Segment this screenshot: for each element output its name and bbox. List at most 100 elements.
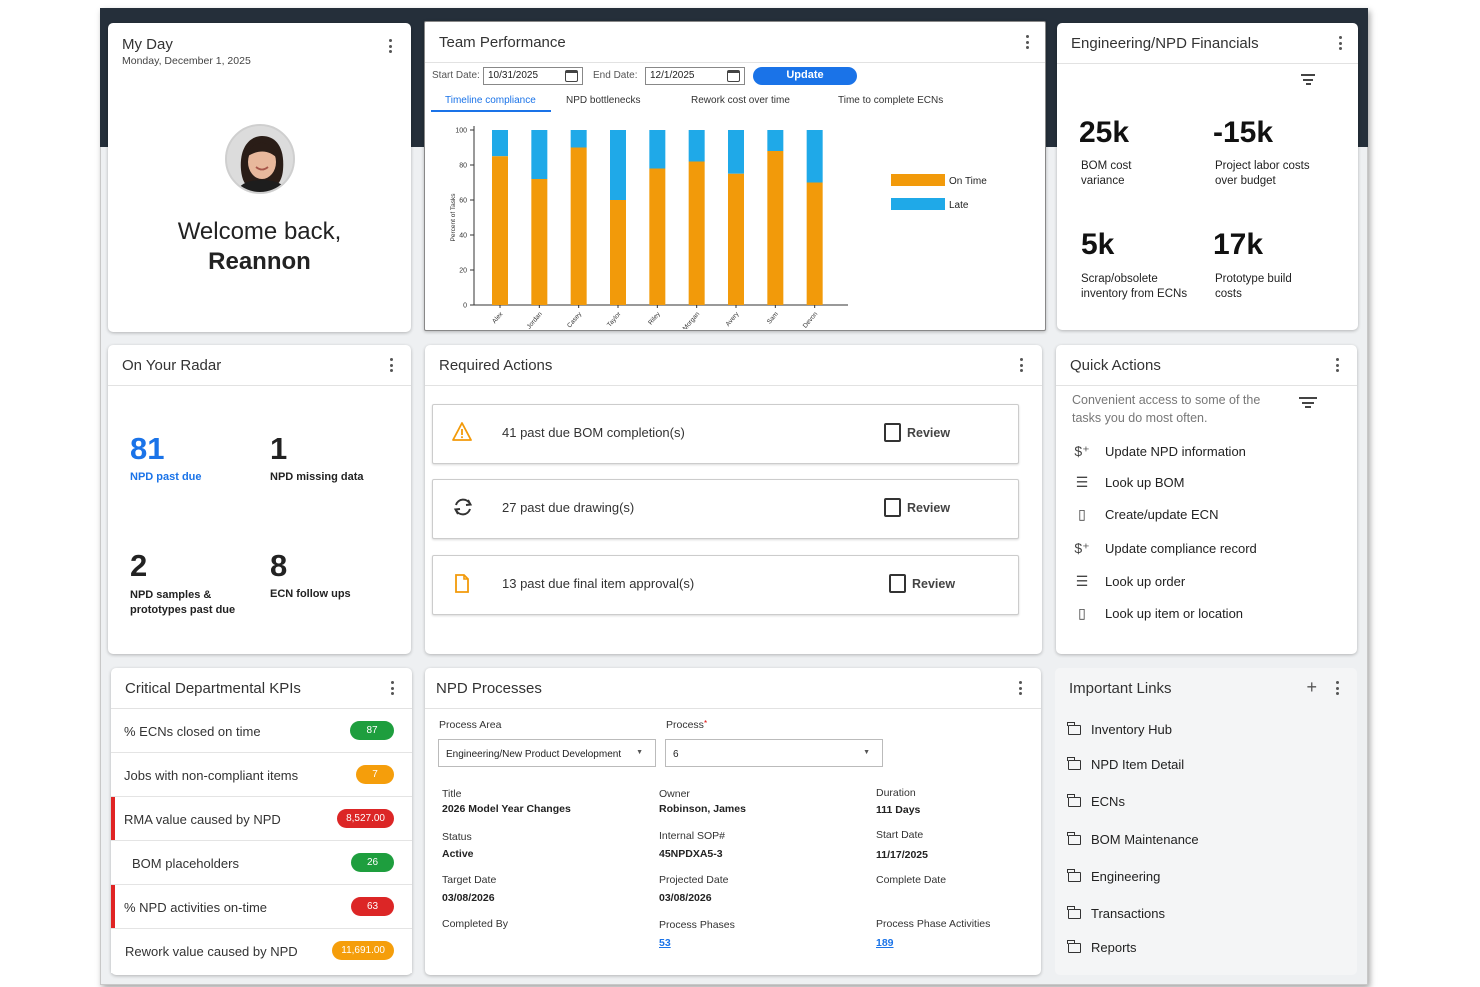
quick-action-lookup-order[interactable]: ☰ Look up order	[1070, 573, 1186, 590]
review-button[interactable]: Review	[889, 574, 955, 593]
team-performance-card: Team Performance Start Date: 10/31/2025 …	[424, 21, 1046, 331]
bar-on-time	[806, 182, 823, 305]
kpi-row-ecns-closed[interactable]: % ECNs closed on time 87	[111, 709, 412, 753]
npd-menu-icon[interactable]	[1018, 681, 1022, 695]
quick-action-lookup-bom[interactable]: ☰ Look up BOM	[1070, 474, 1185, 491]
dropdown-caret-icon: ▼	[863, 749, 870, 756]
phase-activities-link[interactable]: 189	[876, 937, 894, 949]
financials-menu-icon[interactable]	[1338, 36, 1342, 50]
process-select[interactable]: 6 ▼	[665, 739, 883, 767]
team-performance-header: Team Performance	[425, 22, 1045, 63]
tab-active-underline	[431, 110, 551, 112]
phase-activities-label: Process Phase Activities	[876, 918, 991, 930]
clipboard-icon: ▯	[1078, 506, 1086, 522]
links-menu-icon[interactable]	[1335, 681, 1339, 695]
kpi-menu-icon[interactable]	[390, 681, 394, 695]
bar-on-time	[649, 168, 666, 305]
quick-action-lookup-item[interactable]: ▯ Look up item or location	[1070, 605, 1243, 622]
kpi-row-rma-value[interactable]: RMA value caused by NPD 8,527.00	[111, 797, 412, 841]
kpi-label: BOM placeholders	[132, 856, 239, 871]
bar-on-time	[570, 147, 587, 305]
kpi-label: % NPD activities on-time	[124, 900, 268, 915]
tab-timeline-compliance[interactable]: Timeline compliance	[445, 95, 536, 106]
folder-icon	[1067, 939, 1081, 953]
tab-rework-cost[interactable]: Rework cost over time	[691, 95, 790, 106]
prototype-value: 17k	[1213, 228, 1264, 261]
action-final-approval: 13 past due final item approval(s) Revie…	[432, 555, 1019, 615]
important-links-card: Important Links +	[1055, 668, 1357, 975]
duration-value: 111 Days	[876, 804, 921, 816]
action-text: 41 past due BOM completion(s)	[502, 425, 685, 440]
scrap-value: 5k	[1081, 228, 1115, 261]
process-area-select[interactable]: Engineering/New Product Development ▼	[438, 739, 656, 767]
npd-samples-value: 2	[130, 548, 148, 583]
warning-icon	[452, 422, 472, 441]
radar-menu-icon[interactable]	[389, 358, 393, 372]
quick-action-update-npd[interactable]: $⁺ Update NPD information	[1070, 443, 1246, 460]
action-drawings: 27 past due drawing(s) Review	[432, 479, 1019, 539]
kpi-row-non-compliant[interactable]: Jobs with non-compliant items 7	[111, 753, 412, 797]
quick-action-update-compliance[interactable]: $⁺ Update compliance record	[1070, 540, 1256, 557]
start-date-label: Start Date	[876, 829, 924, 841]
required-actions-menu-icon[interactable]	[1019, 358, 1023, 372]
update-button[interactable]: Update	[753, 67, 857, 85]
welcome-text: Welcome back,	[177, 218, 342, 245]
link-transactions[interactable]: Transactions	[1067, 905, 1165, 921]
bom-variance-label-line2: variance	[1081, 175, 1125, 187]
review-button[interactable]: Review	[884, 423, 950, 442]
link-npd-item-detail[interactable]: NPD Item Detail	[1067, 756, 1184, 772]
x-tick-label: Morgan	[682, 310, 702, 329]
filter-icon[interactable]	[1301, 74, 1315, 85]
link-bom-maintenance[interactable]: BOM Maintenance	[1067, 831, 1199, 847]
tab-time-to-complete[interactable]: Time to complete ECNs	[838, 95, 944, 106]
sync-icon	[453, 498, 473, 516]
team-performance-menu-icon[interactable]	[1025, 35, 1029, 49]
kpi-row-npd-on-time[interactable]: % NPD activities on-time 63	[111, 885, 412, 929]
quick-action-label: Create/update ECN	[1105, 507, 1219, 522]
filter-icon[interactable]	[1299, 397, 1317, 408]
quick-actions-menu-icon[interactable]	[1335, 358, 1339, 372]
x-tick-label: Riley	[647, 310, 662, 326]
add-link-icon[interactable]: +	[1306, 677, 1317, 697]
y-tick-label: 60	[459, 198, 467, 205]
list-icon: ☰	[1075, 474, 1089, 490]
end-date-input[interactable]: 12/1/2025	[645, 67, 745, 85]
link-inventory-hub[interactable]: Inventory Hub	[1067, 721, 1172, 737]
npd-missing-data[interactable]: 1 NPD missing data	[270, 431, 364, 483]
x-tick-label: Casey	[566, 310, 584, 329]
review-button[interactable]: Review	[884, 498, 950, 517]
status-value: Active	[442, 848, 474, 860]
npd-past-due[interactable]: 81 NPD past due	[130, 431, 202, 483]
required-actions-header: Required Actions	[425, 345, 1042, 386]
link-label: Inventory Hub	[1091, 722, 1172, 737]
ecn-follow-ups[interactable]: 8 ECN follow ups	[270, 548, 351, 600]
quick-action-label: Update NPD information	[1105, 444, 1246, 459]
kpi-row-rework-value[interactable]: Rework value caused by NPD 11,691.00	[111, 929, 412, 973]
process-label-text: Process	[666, 719, 704, 731]
quick-actions-header: Quick Actions	[1056, 345, 1357, 386]
team-performance-title: Team Performance	[439, 33, 566, 51]
kpi-label: % ECNs closed on time	[124, 724, 261, 739]
link-reports[interactable]: Reports	[1067, 939, 1137, 955]
prototype-label: Prototype build costs	[1215, 272, 1292, 302]
calendar-icon[interactable]	[565, 70, 578, 82]
financials-card: Engineering/NPD Financials 25k BOM cost v…	[1057, 23, 1358, 330]
start-date-input[interactable]: 10/31/2025	[483, 67, 583, 85]
quick-action-create-ecn[interactable]: ▯ Create/update ECN	[1070, 506, 1218, 523]
labor-cost-label: Project labor costs over budget	[1215, 159, 1310, 189]
link-ecns[interactable]: ECNs	[1067, 793, 1125, 809]
x-tick-label: Avery	[725, 310, 741, 328]
x-tick-label: Jordan	[526, 310, 544, 329]
link-engineering[interactable]: Engineering	[1067, 868, 1160, 884]
calendar-icon[interactable]	[727, 70, 740, 82]
tab-npd-bottlenecks[interactable]: NPD bottlenecks	[566, 95, 641, 106]
legend-swatch	[891, 198, 945, 210]
kpi-row-bom-placeholders[interactable]: BOM placeholders 26	[111, 841, 412, 885]
npd-samples-past-due[interactable]: 2 NPD samples & prototypes past due	[130, 548, 235, 618]
action-text: 27 past due drawing(s)	[502, 500, 635, 515]
process-phases-link[interactable]: 53	[659, 937, 671, 949]
clipboard-icon: ▯	[1078, 605, 1086, 621]
complete-date-label: Complete Date	[876, 874, 947, 886]
my-day-menu-icon[interactable]	[388, 39, 392, 53]
review-doc-icon	[884, 498, 901, 517]
